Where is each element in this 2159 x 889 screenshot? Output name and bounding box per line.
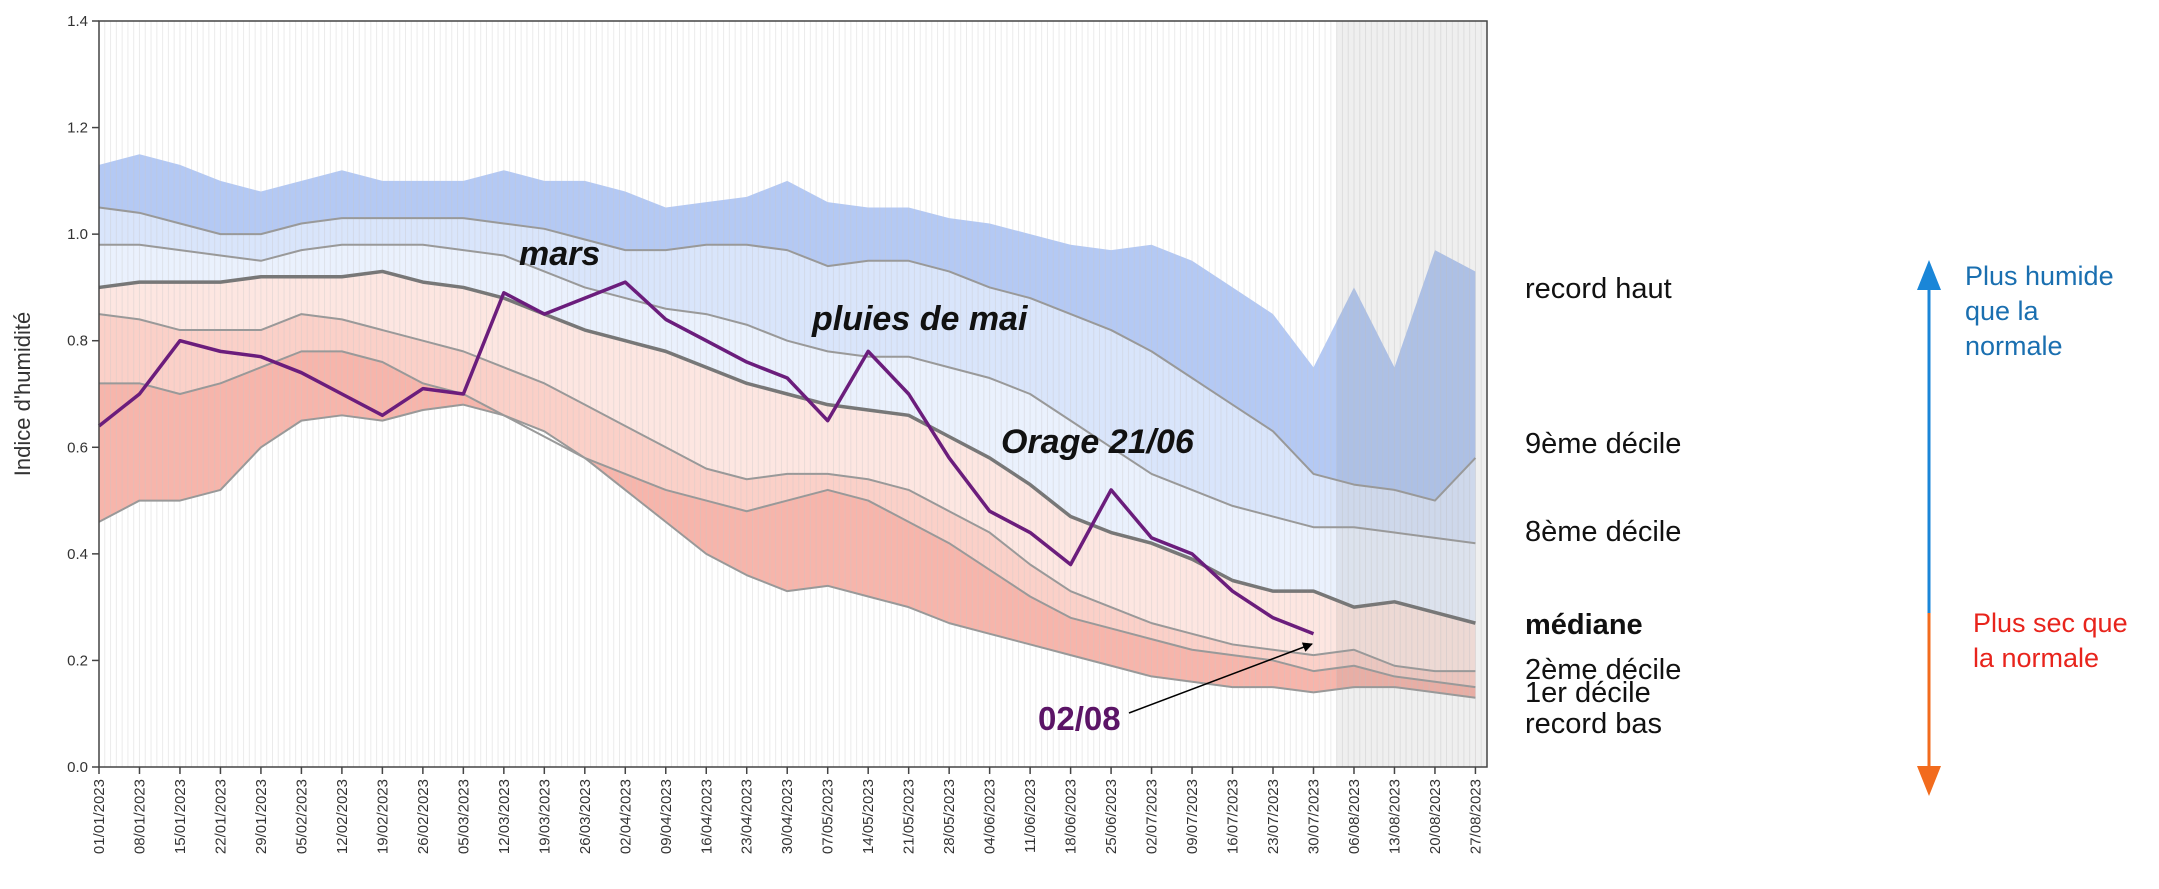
x-tick-label: 21/05/2023 <box>901 779 918 854</box>
decile-line <box>98 269 1476 625</box>
annotation-arrow <box>1128 642 1313 714</box>
x-tick-label: 01/01/2023 <box>91 779 108 854</box>
x-tick-label: 25/06/2023 <box>1103 779 1120 854</box>
x-tick-label: 30/07/2023 <box>1306 779 1323 854</box>
annotation: Orage 21/06 <box>1001 423 1195 461</box>
y-tick-label: 1.0 <box>67 226 88 243</box>
y-tick-label: 0.2 <box>67 652 88 669</box>
x-tick-label: 02/04/2023 <box>617 779 634 854</box>
decile-line <box>99 243 1476 545</box>
x-tick-label: 28/05/2023 <box>941 779 958 854</box>
legend-label: record haut <box>1525 273 1672 305</box>
x-tick-label: 16/04/2023 <box>698 779 715 854</box>
y-tick-label: 0.0 <box>67 759 88 776</box>
x-tick-label: 15/01/2023 <box>172 779 189 854</box>
y-tick-label: 0.8 <box>67 333 88 350</box>
x-tick-label: 20/08/2023 <box>1427 779 1444 854</box>
observed-line <box>97 280 1315 636</box>
forecast-shading <box>1336 21 1487 767</box>
x-tick-label: 09/07/2023 <box>1184 779 1201 854</box>
legend-label: 9ème décile <box>1525 428 1681 460</box>
x-tick-label: 12/03/2023 <box>496 779 513 854</box>
legend-label: 1er décile <box>1525 677 1651 709</box>
x-tick-label: 11/06/2023 <box>1022 779 1039 853</box>
decile-line <box>99 350 1476 689</box>
x-tick-label: 13/08/2023 <box>1386 779 1403 854</box>
decile-line <box>98 403 1476 699</box>
band-area <box>99 404 1476 767</box>
x-tick-label: 23/04/2023 <box>739 779 756 854</box>
decile-line <box>98 206 1477 502</box>
annotation: pluies de mai <box>811 300 1029 338</box>
drier-arrow-head <box>1917 766 1941 796</box>
x-tick-label: 05/02/2023 <box>293 779 310 854</box>
x-tick-label: 05/03/2023 <box>455 779 472 854</box>
y-tick-label: 1.2 <box>67 120 88 137</box>
wetter-arrow-head <box>1917 260 1941 290</box>
y-tick-label: 0.4 <box>67 546 88 563</box>
drier-label: la normale <box>1973 643 2099 673</box>
x-tick-label: 26/03/2023 <box>577 779 594 854</box>
x-tick-label: 22/01/2023 <box>212 779 229 854</box>
wetter-label: Plus humide <box>1965 261 2114 291</box>
plot-frame <box>98 20 1488 768</box>
x-tick-label: 07/05/2023 <box>820 779 837 854</box>
legend-label: record bas <box>1525 708 1662 740</box>
x-tick-label: 23/07/2023 <box>1265 779 1282 854</box>
wetter-label: normale <box>1965 331 2063 361</box>
legend-label: médiane <box>1525 609 1643 641</box>
x-tick-label: 19/02/2023 <box>374 779 391 854</box>
y-axis-label: Indice d'humidité <box>10 312 35 476</box>
x-tick-label: 18/06/2023 <box>1063 779 1080 854</box>
legend-label: 2ème décile <box>1525 654 1681 686</box>
y-tick-label: 1.4 <box>67 13 88 30</box>
annotation: mars <box>519 235 600 273</box>
x-tick-label: 16/07/2023 <box>1225 779 1242 854</box>
drier-label: Plus sec que <box>1973 608 2128 638</box>
x-tick-label: 06/08/2023 <box>1346 779 1363 854</box>
x-tick-label: 26/02/2023 <box>415 779 432 854</box>
legend-label: 8ème décile <box>1525 516 1681 548</box>
annotation: 02/08 <box>1038 700 1121 737</box>
decile-line <box>98 313 1476 673</box>
y-tick-label: 0.6 <box>67 439 88 456</box>
x-tick-label: 04/06/2023 <box>982 779 999 854</box>
x-tick-label: 27/08/2023 <box>1467 779 1484 854</box>
x-tick-label: 29/01/2023 <box>253 779 270 854</box>
wetter-label: que la <box>1965 296 2040 326</box>
x-tick-label: 02/07/2023 <box>1144 779 1161 854</box>
x-tick-label: 19/03/2023 <box>536 779 553 854</box>
x-tick-label: 14/05/2023 <box>860 779 877 854</box>
x-tick-label: 30/04/2023 <box>779 779 796 854</box>
x-tick-label: 08/01/2023 <box>131 779 148 854</box>
x-tick-label: 09/04/2023 <box>658 779 675 854</box>
x-tick-label: 12/02/2023 <box>334 779 351 854</box>
